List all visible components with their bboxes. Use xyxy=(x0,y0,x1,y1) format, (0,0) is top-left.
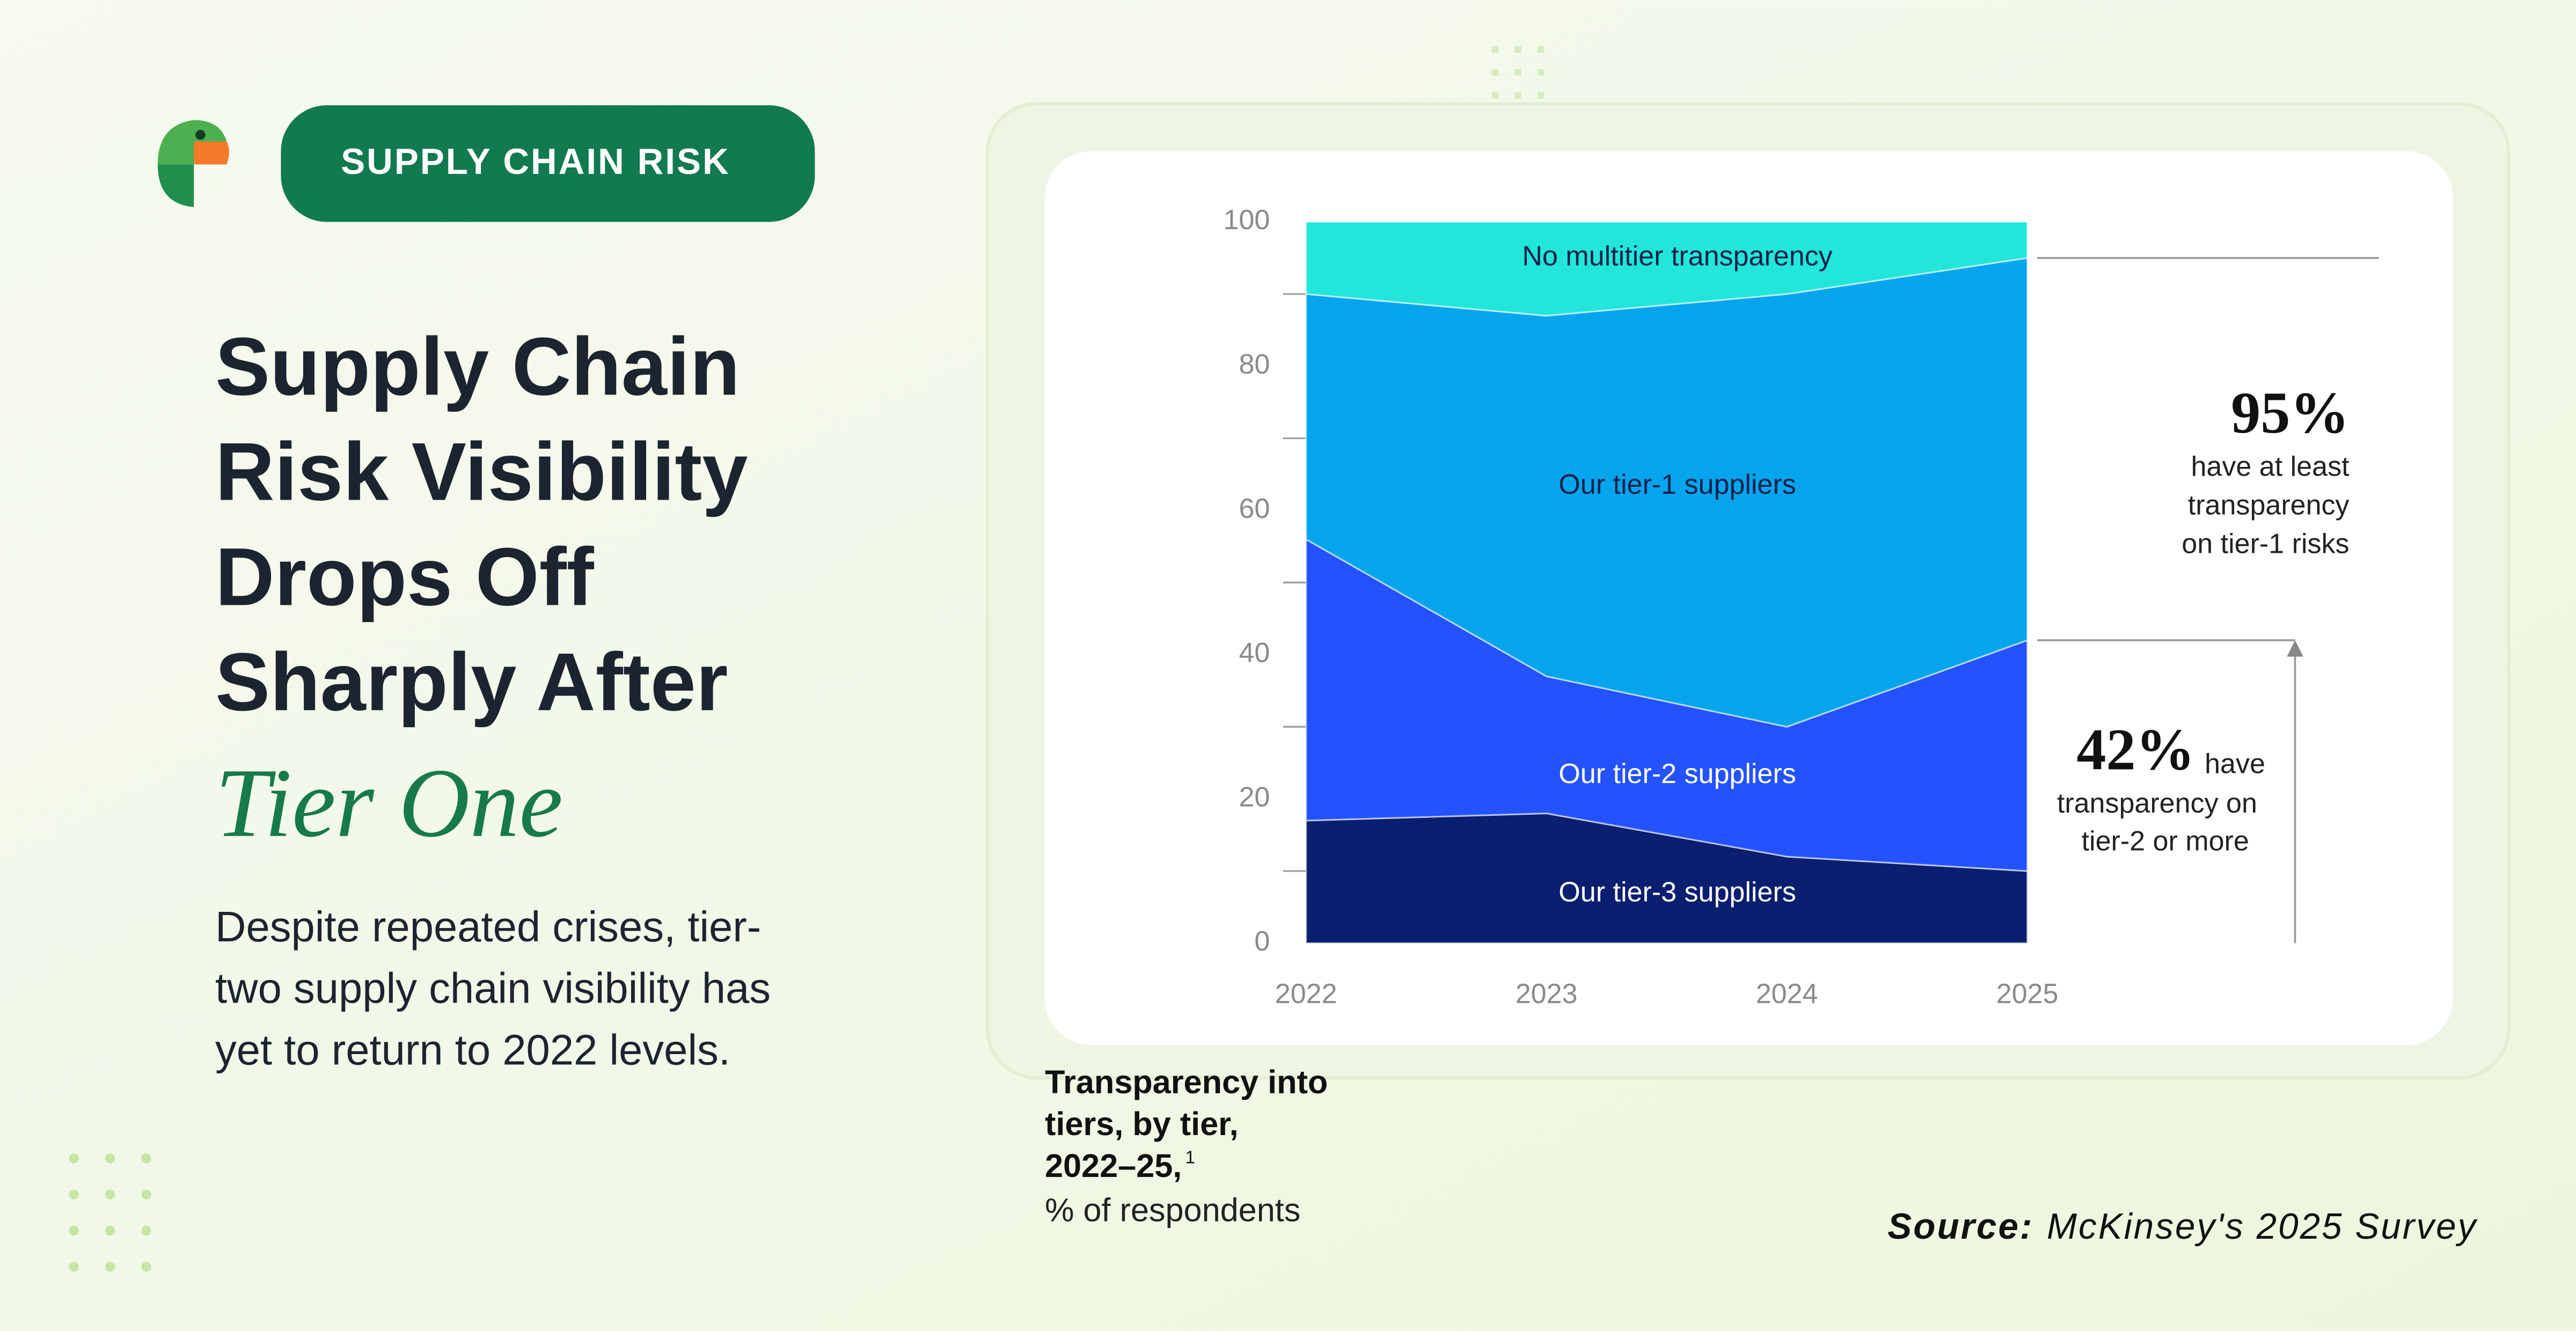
headline: Sharply After xyxy=(215,636,728,728)
y-tick-label: 40 xyxy=(1239,638,1270,669)
x-tick-label: 2025 xyxy=(1996,978,2059,1010)
y-tick-label: 60 xyxy=(1239,493,1270,524)
badge xyxy=(281,105,815,222)
annotation-text: transparency xyxy=(2188,489,2350,521)
x-tick-label: 2023 xyxy=(1516,978,1578,1010)
badge-label: SUPPLY CHAIN RISK xyxy=(341,142,730,182)
dot xyxy=(1538,69,1545,76)
dot xyxy=(69,1153,79,1164)
annotation-text: have at least xyxy=(2191,451,2350,482)
annotation-text: tier-2 or more xyxy=(2082,825,2249,857)
annotation-text: on tier-1 risks xyxy=(2182,528,2349,559)
dot xyxy=(1514,69,1521,76)
y-tick-label: 100 xyxy=(1224,204,1270,236)
dot xyxy=(141,1153,151,1164)
chart-title: 2022–25, xyxy=(1045,1147,1182,1184)
headline: Risk Visibility xyxy=(215,426,748,517)
x-tick-label: 2024 xyxy=(1756,978,1818,1010)
dot xyxy=(69,1189,79,1200)
chart-subtitle: % of respondents xyxy=(1045,1192,1300,1228)
y-tick-label: 0 xyxy=(1254,926,1270,957)
dot xyxy=(1538,46,1545,53)
dot xyxy=(1491,69,1498,76)
headline: Drops Off xyxy=(215,531,595,623)
dot xyxy=(141,1262,151,1272)
y-tick-label: 80 xyxy=(1239,349,1270,380)
chart-title: Transparency into xyxy=(1045,1064,1328,1100)
annotation-value: 42% xyxy=(2076,717,2194,782)
decor-dots xyxy=(69,1153,151,1272)
series-label: Our tier-1 suppliers xyxy=(1558,469,1796,500)
dot xyxy=(1491,46,1498,53)
annotation-value: 95% xyxy=(2231,380,2349,445)
dot xyxy=(69,1225,79,1236)
description: Despite repeated crises, tier- xyxy=(215,903,761,950)
dot xyxy=(141,1225,151,1236)
dot xyxy=(1491,92,1498,99)
x-tick-label: 2022 xyxy=(1275,978,1337,1010)
headline: Supply Chain xyxy=(215,321,740,413)
description: yet to return to 2022 levels. xyxy=(215,1026,730,1073)
series-label: Our tier-3 suppliers xyxy=(1558,876,1796,908)
footnote-marker: 1 xyxy=(1185,1147,1195,1167)
dot xyxy=(141,1189,151,1200)
chart-title: tiers, by tier, xyxy=(1045,1106,1239,1142)
y-tick-label: 20 xyxy=(1239,781,1270,813)
dot xyxy=(105,1189,115,1200)
area xyxy=(1305,221,2029,317)
dot xyxy=(69,1262,79,1272)
annotation-text: have xyxy=(2205,748,2265,779)
dot xyxy=(105,1225,115,1236)
source-text: McKinsey's 2025 Survey xyxy=(2047,1206,2478,1247)
dot xyxy=(1514,92,1521,99)
headline-highlight: Tier One xyxy=(215,748,563,858)
dot xyxy=(1514,46,1521,53)
dot xyxy=(1538,92,1545,99)
series-label: Our tier-2 suppliers xyxy=(1558,758,1796,789)
source-label: Source: xyxy=(1887,1206,2033,1247)
annotation-arrowhead xyxy=(2287,640,2303,657)
source: Source: McKinsey's 2025 Survey xyxy=(1887,1206,2478,1247)
annotation-text: transparency on xyxy=(2057,788,2257,819)
series-label: No multitier transparency xyxy=(1522,241,1832,272)
dot xyxy=(105,1153,115,1164)
logo xyxy=(157,120,230,207)
dot xyxy=(105,1262,115,1272)
description: two supply chain visibility has xyxy=(215,964,771,1012)
